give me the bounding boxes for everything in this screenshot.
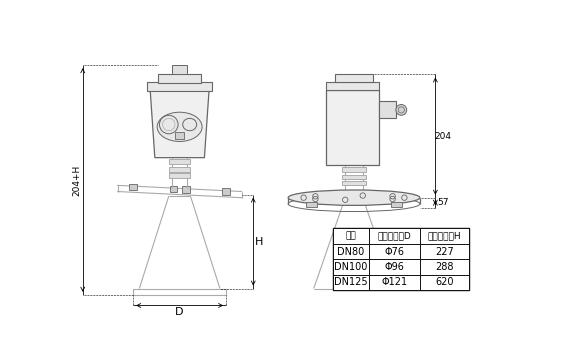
Text: Φ76: Φ76 bbox=[384, 246, 405, 257]
Ellipse shape bbox=[157, 112, 202, 142]
Bar bbox=[369, 275, 420, 290]
Bar bbox=[175, 132, 184, 139]
Bar bbox=[133, 289, 226, 295]
Text: Φ121: Φ121 bbox=[381, 277, 407, 288]
Bar bbox=[420, 244, 469, 259]
Bar bbox=[169, 167, 191, 171]
Bar bbox=[391, 202, 402, 207]
Bar bbox=[147, 82, 212, 91]
Text: 227: 227 bbox=[435, 246, 454, 257]
Bar bbox=[333, 275, 369, 290]
Text: D: D bbox=[175, 308, 184, 317]
Text: 喇叭口高度H: 喇叭口高度H bbox=[428, 232, 461, 241]
Bar bbox=[169, 159, 191, 164]
Bar bbox=[341, 175, 366, 179]
Text: 57: 57 bbox=[438, 198, 449, 207]
Text: DN80: DN80 bbox=[337, 246, 365, 257]
Bar bbox=[369, 229, 420, 244]
Bar bbox=[326, 82, 379, 90]
Bar bbox=[420, 229, 469, 244]
Bar bbox=[333, 229, 469, 290]
Bar bbox=[172, 65, 187, 75]
Text: 204+H: 204+H bbox=[73, 164, 82, 195]
Bar bbox=[341, 167, 366, 171]
Text: 288: 288 bbox=[435, 262, 454, 272]
Bar bbox=[170, 186, 178, 192]
Bar bbox=[369, 244, 420, 259]
Text: 620: 620 bbox=[435, 277, 454, 288]
Bar bbox=[333, 244, 369, 259]
Bar bbox=[129, 184, 137, 190]
Bar bbox=[182, 186, 189, 193]
Bar bbox=[335, 75, 373, 82]
Text: DN100: DN100 bbox=[334, 262, 368, 272]
Bar bbox=[379, 102, 396, 118]
Bar bbox=[333, 259, 369, 275]
Bar bbox=[158, 75, 201, 83]
Bar bbox=[333, 229, 369, 244]
Text: Φ96: Φ96 bbox=[385, 262, 404, 272]
Bar bbox=[420, 275, 469, 290]
Text: 喇叭口直径D: 喇叭口直径D bbox=[377, 232, 411, 241]
Text: 法兰: 法兰 bbox=[345, 232, 356, 241]
Bar bbox=[222, 189, 230, 195]
Bar bbox=[420, 259, 469, 275]
Text: 204: 204 bbox=[435, 131, 452, 141]
Polygon shape bbox=[150, 90, 209, 158]
Bar bbox=[306, 202, 317, 207]
Ellipse shape bbox=[288, 190, 420, 205]
Circle shape bbox=[396, 104, 407, 115]
Bar bbox=[369, 259, 420, 275]
Bar bbox=[169, 173, 191, 178]
Text: DN125: DN125 bbox=[334, 277, 368, 288]
Bar bbox=[341, 181, 366, 185]
Text: H: H bbox=[254, 237, 263, 246]
Bar bbox=[326, 90, 379, 165]
